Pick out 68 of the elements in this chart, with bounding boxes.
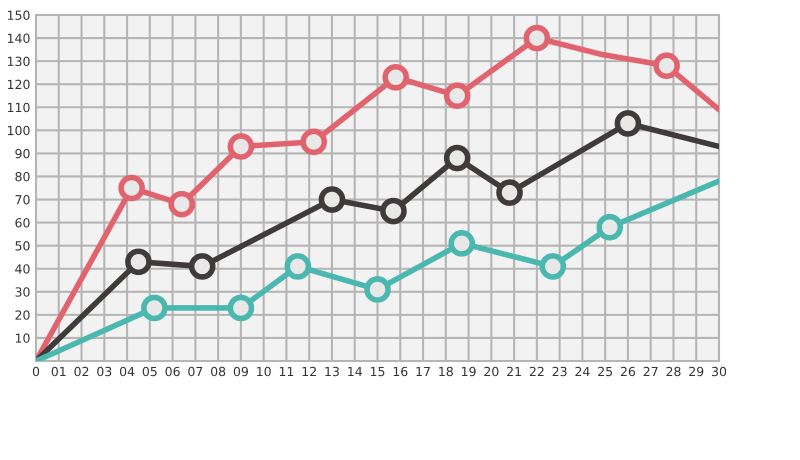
x-tick-label: 10 bbox=[257, 366, 271, 376]
point bbox=[300, 128, 328, 156]
point bbox=[596, 214, 624, 241]
y-tick-label: 90 bbox=[15, 148, 30, 158]
point bbox=[188, 253, 216, 280]
y-tick-label: 150 bbox=[8, 10, 30, 20]
point bbox=[382, 64, 410, 91]
x-tick-label: 19 bbox=[462, 366, 476, 376]
y-tick-label: 30 bbox=[15, 287, 30, 297]
point bbox=[318, 186, 346, 213]
x-tick-label: 11 bbox=[280, 366, 294, 376]
x-tick-label: 30 bbox=[712, 366, 726, 376]
x-tick-label: 14 bbox=[348, 366, 362, 376]
x-tick-label: 01 bbox=[52, 366, 66, 376]
x-tick-label: 03 bbox=[97, 366, 112, 376]
x-tick-label: 02 bbox=[74, 366, 88, 376]
x-tick-label: 23 bbox=[552, 366, 567, 376]
y-tick-label: 10 bbox=[16, 333, 30, 343]
x-tick-label: 16 bbox=[394, 366, 408, 376]
x-tick-label: 22 bbox=[530, 366, 544, 376]
x-tick-label: 18 bbox=[439, 366, 453, 376]
x-tick-label: 26 bbox=[620, 366, 636, 376]
point bbox=[141, 294, 168, 322]
x-tick-label: 0 bbox=[32, 366, 40, 376]
point bbox=[444, 144, 470, 172]
y-tick-label: 70 bbox=[16, 195, 30, 204]
y-tick-label: 40 bbox=[15, 264, 30, 274]
x-tick-label: 07 bbox=[188, 366, 202, 376]
x-tick-label: 27 bbox=[644, 366, 658, 376]
x-tick-label: 06 bbox=[165, 366, 180, 376]
point bbox=[653, 52, 680, 80]
point bbox=[448, 230, 476, 257]
point bbox=[168, 190, 196, 218]
point bbox=[228, 294, 254, 322]
point bbox=[524, 24, 550, 52]
y-tick-label: 50 bbox=[16, 241, 30, 251]
point bbox=[496, 179, 523, 206]
y-tick-label: 120 bbox=[8, 80, 30, 90]
point bbox=[228, 133, 254, 160]
x-tick-label: 12 bbox=[302, 366, 316, 376]
x-tick-label: 24 bbox=[575, 366, 590, 376]
point bbox=[444, 82, 470, 110]
y-tick-label: 100 bbox=[8, 126, 30, 136]
x-tick-label: 09 bbox=[234, 366, 248, 376]
point bbox=[125, 248, 152, 276]
x-tick-label: 15 bbox=[370, 366, 384, 376]
point bbox=[539, 253, 566, 280]
y-tick-label: 110 bbox=[8, 102, 30, 112]
y-tick-label: 140 bbox=[8, 34, 30, 43]
y-tick-label: 20 bbox=[15, 310, 30, 320]
y-tick-label: 60 bbox=[15, 218, 30, 228]
x-tick-label: 25 bbox=[598, 366, 612, 376]
x-tick-label: 28 bbox=[666, 366, 681, 376]
y-tick-label: 130 bbox=[8, 56, 30, 66]
x-tick-label: 20 bbox=[484, 366, 498, 376]
point bbox=[364, 276, 391, 303]
x-tick-label: 13 bbox=[325, 366, 339, 376]
x-tick-label: 29 bbox=[689, 366, 704, 376]
y-tick-label: 80 bbox=[15, 172, 30, 182]
x-tick-label: 21 bbox=[507, 366, 521, 376]
point bbox=[118, 174, 145, 202]
point bbox=[380, 198, 407, 224]
x-tick-label: 08 bbox=[211, 366, 226, 376]
x-tick-label: 17 bbox=[416, 366, 430, 376]
x-tick-label: 04 bbox=[120, 366, 134, 376]
point bbox=[614, 110, 642, 137]
point bbox=[284, 253, 312, 280]
x-tick-label: 05 bbox=[142, 366, 157, 376]
